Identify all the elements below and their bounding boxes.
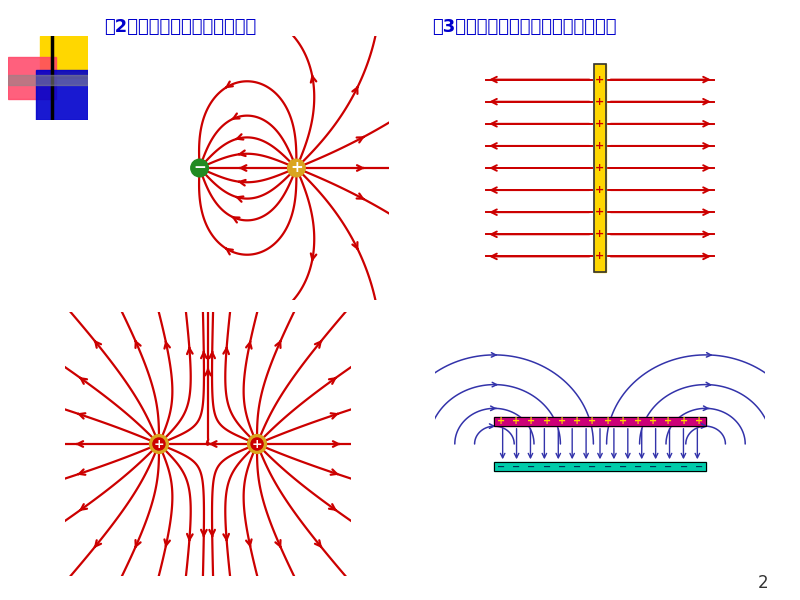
Text: +: + xyxy=(595,97,605,107)
Text: +: + xyxy=(573,416,582,426)
Text: −: − xyxy=(650,462,658,472)
Bar xyxy=(494,416,706,426)
Circle shape xyxy=(150,434,168,454)
Circle shape xyxy=(190,159,208,177)
Text: −: − xyxy=(527,462,535,472)
Text: +: + xyxy=(154,437,164,451)
Text: +: + xyxy=(497,416,505,426)
Text: +: + xyxy=(588,416,597,426)
Bar xyxy=(8,57,56,99)
Text: −: − xyxy=(573,462,582,472)
Text: +: + xyxy=(595,119,605,129)
Bar xyxy=(594,64,606,272)
Text: +: + xyxy=(618,416,627,426)
Text: （2）电偶极子电场中的电场线: （2）电偶极子电场中的电场线 xyxy=(104,18,256,36)
Circle shape xyxy=(288,159,306,177)
Text: −: − xyxy=(680,462,688,472)
Text: +: + xyxy=(290,160,302,175)
Circle shape xyxy=(247,434,266,454)
Text: −: − xyxy=(512,462,520,472)
Text: （3）无限大带电平面电场中的电场线: （3）无限大带电平面电场中的电场线 xyxy=(432,18,617,36)
Text: +: + xyxy=(634,416,642,426)
Text: +: + xyxy=(595,229,605,239)
Bar xyxy=(494,462,706,472)
Bar xyxy=(40,36,88,78)
Text: −: − xyxy=(665,462,673,472)
Text: +: + xyxy=(695,416,703,426)
Text: +: + xyxy=(595,163,605,173)
Bar xyxy=(36,70,88,120)
Text: −: − xyxy=(634,462,642,472)
Circle shape xyxy=(251,438,263,450)
Text: −: − xyxy=(618,462,627,472)
Text: −: − xyxy=(603,462,612,472)
Text: +: + xyxy=(603,416,612,426)
Text: +: + xyxy=(595,251,605,262)
Text: +: + xyxy=(527,416,535,426)
Text: +: + xyxy=(558,416,566,426)
Bar xyxy=(494,416,706,426)
Text: +: + xyxy=(595,185,605,195)
Text: −: − xyxy=(194,160,206,175)
Text: −: − xyxy=(695,462,703,472)
Text: +: + xyxy=(542,416,550,426)
Text: −: − xyxy=(588,462,597,472)
Text: +: + xyxy=(595,207,605,217)
Text: −: − xyxy=(497,462,505,472)
Text: +: + xyxy=(595,74,605,85)
Text: +: + xyxy=(595,141,605,151)
Bar xyxy=(494,462,706,472)
Text: +: + xyxy=(665,416,673,426)
Text: +: + xyxy=(252,437,262,451)
Bar xyxy=(594,64,606,272)
Circle shape xyxy=(153,438,165,450)
Bar xyxy=(8,74,88,85)
Text: +: + xyxy=(680,416,688,426)
Text: −: − xyxy=(558,462,566,472)
Text: −: − xyxy=(542,462,550,472)
Text: +: + xyxy=(512,416,520,426)
Text: +: + xyxy=(650,416,658,426)
Text: 2: 2 xyxy=(758,574,768,592)
